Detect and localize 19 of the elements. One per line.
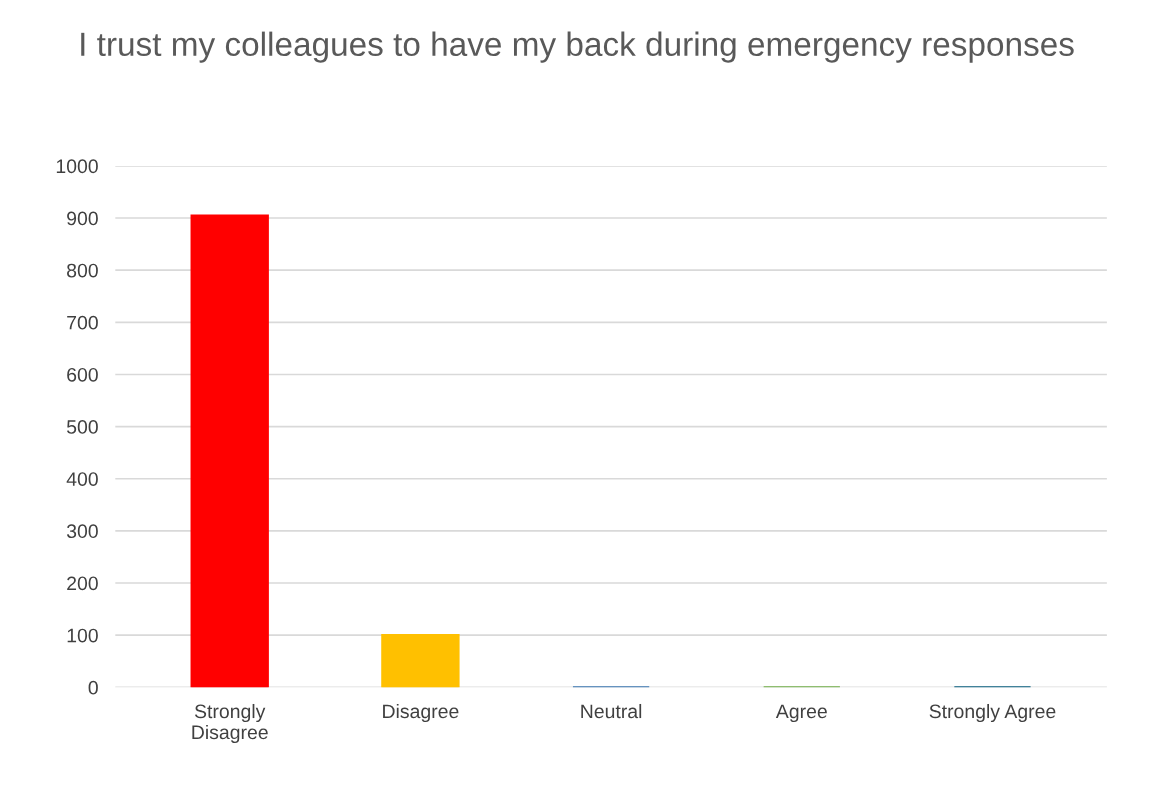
y-tick-label: 400 (66, 472, 98, 486)
y-tick-label: 0 (88, 680, 98, 695)
y-tick-label: 200 (67, 576, 98, 591)
chart-title: I trust my colleagues to have my back during emergency responses (81, 31, 1074, 63)
y-tick-label: 100 (67, 628, 98, 643)
y-tick-label: 800 (67, 263, 98, 278)
y-tick-label: 700 (67, 315, 98, 330)
x-tick-label: Disagree (383, 703, 459, 723)
y-tick-label: 500 (66, 420, 98, 434)
bar (190, 214, 269, 688)
x-tick-label: Agree (775, 704, 827, 723)
bar (381, 634, 460, 688)
x-tick-label: Strongly Disagree (192, 703, 268, 744)
x-tick-label: Neutral (581, 703, 642, 719)
x-tick-label: Strongly Agree (929, 703, 1056, 723)
y-tick-label: 600 (67, 367, 98, 382)
y-tick-label: 300 (66, 524, 98, 539)
y-tick-label: 1000 (56, 159, 98, 174)
y-tick-label: 900 (67, 211, 98, 226)
